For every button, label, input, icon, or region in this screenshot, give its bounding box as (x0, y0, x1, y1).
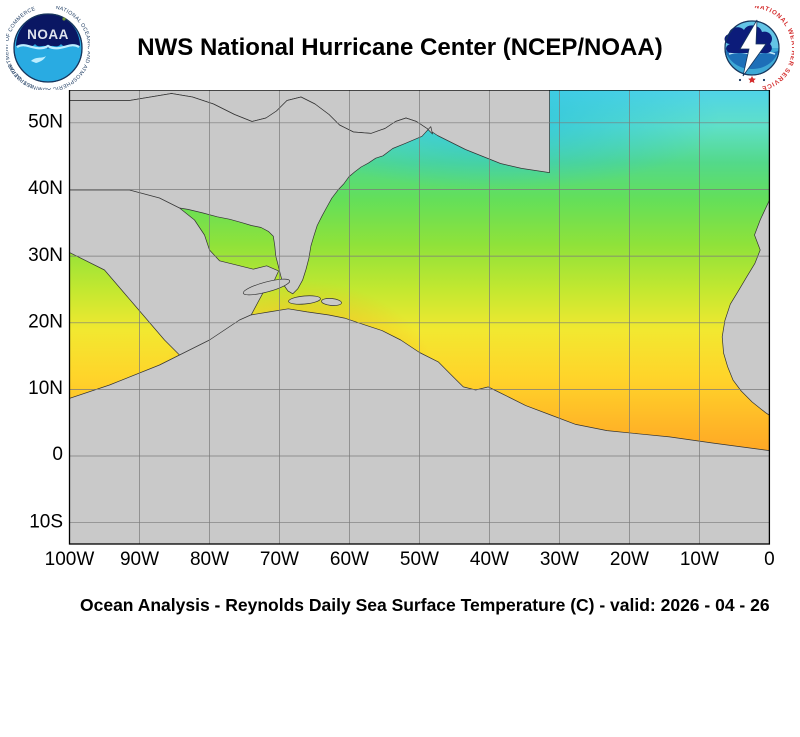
svg-text:30W: 30W (540, 549, 579, 570)
svg-text:20W: 20W (610, 549, 649, 570)
svg-text:10N: 10N (28, 378, 63, 399)
svg-text:10S: 10S (29, 511, 63, 532)
svg-text:90W: 90W (120, 549, 159, 570)
svg-text:50N: 50N (28, 112, 63, 133)
svg-text:50W: 50W (400, 549, 439, 570)
svg-text:20N: 20N (28, 312, 63, 333)
svg-text:30N: 30N (28, 245, 63, 266)
svg-text:70W: 70W (260, 549, 299, 570)
svg-text:40W: 40W (470, 549, 509, 570)
svg-text:100W: 100W (45, 549, 95, 570)
svg-text:0: 0 (52, 444, 63, 465)
svg-text:0: 0 (764, 549, 775, 570)
svg-text:60W: 60W (330, 549, 369, 570)
svg-text:80W: 80W (190, 549, 229, 570)
svg-text:40N: 40N (28, 178, 63, 199)
svg-text:10W: 10W (680, 549, 719, 570)
